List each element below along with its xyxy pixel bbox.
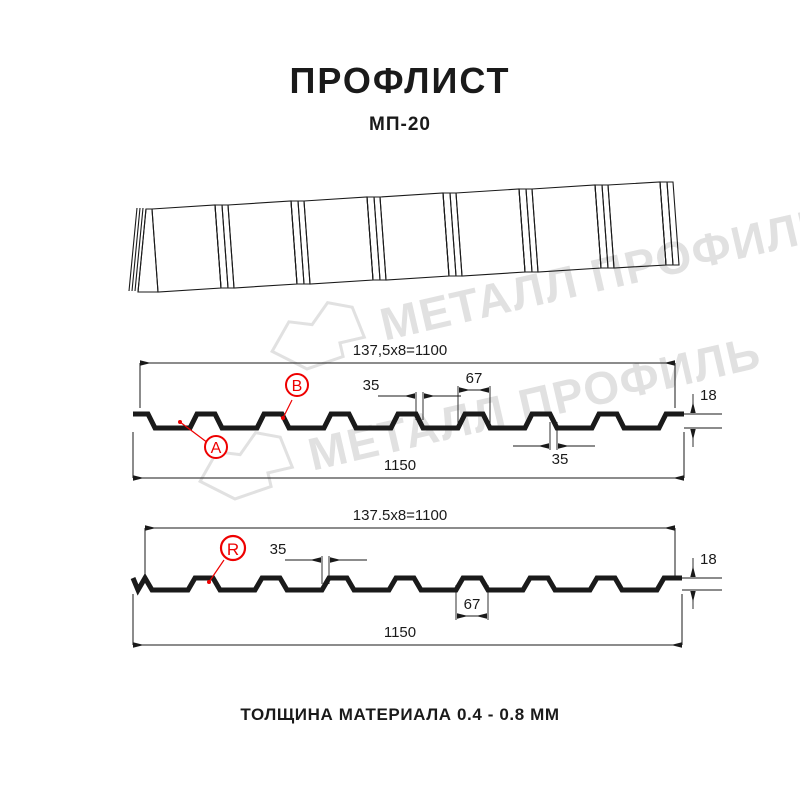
material-thickness-note: ТОЛЩИНА МАТЕРИАЛА 0.4 - 0.8 ММ bbox=[240, 705, 560, 724]
callout-r-label: R bbox=[227, 540, 239, 559]
title-block: ПРОФЛИСТ МП-20 bbox=[0, 62, 800, 136]
dim-label-pitch-total-bottom: 137.5x8=1100 bbox=[353, 507, 447, 524]
dim-overall-width-top bbox=[132, 432, 685, 481]
dim-label-rib-width-bottom: 35 bbox=[270, 541, 287, 558]
dim-height-bottom bbox=[664, 558, 722, 609]
dim-label-valley-width-bottom: 67 bbox=[464, 596, 481, 613]
dim-label-overall-width-bottom: 1150 bbox=[384, 624, 416, 641]
watermark-logo-icon-2 bbox=[198, 430, 295, 501]
isometric-view bbox=[128, 181, 680, 293]
dim-label-rib-width-top-lower: 35 bbox=[552, 451, 569, 468]
dim-label-height-bottom: 18 bbox=[700, 551, 717, 568]
dim-rib-width-top bbox=[378, 392, 461, 420]
dim-rib-width-top-lower bbox=[513, 422, 595, 450]
callout-a: A bbox=[178, 420, 228, 459]
callout-r: R bbox=[207, 534, 247, 584]
watermark: МЕТАЛЛ ПРОФИЛЬ МЕТАЛЛ ПРОФИЛЬ bbox=[198, 196, 800, 501]
dim-valley-width-top bbox=[457, 386, 491, 425]
dim-height-top bbox=[666, 394, 722, 447]
dim-pitch-total-bottom bbox=[144, 525, 676, 578]
sheet-edge-thickness bbox=[128, 207, 147, 293]
dim-label-rib-width-top: 35 bbox=[363, 377, 380, 394]
section-bottom: 137.5x8=1100 35 67 bbox=[130, 507, 722, 648]
dim-label-overall-width-top: 1150 bbox=[384, 457, 416, 474]
profile-outline-top bbox=[133, 411, 684, 431]
callout-b-label: B bbox=[292, 378, 303, 395]
watermark-logo-icon bbox=[270, 300, 367, 371]
dim-overall-width-bottom bbox=[132, 594, 683, 648]
dim-pitch-total-top bbox=[139, 360, 676, 408]
dim-label-pitch-total-top: 137,5x8=1100 bbox=[353, 342, 447, 359]
callout-a-label: A bbox=[211, 440, 222, 457]
isometric-ribs bbox=[137, 181, 680, 293]
page-title: ПРОФЛИСТ bbox=[289, 60, 511, 101]
callout-b: B bbox=[281, 373, 309, 420]
profile-outline-bottom bbox=[130, 573, 682, 596]
watermark-text-top: МЕТАЛЛ ПРОФИЛЬ bbox=[375, 196, 800, 351]
dim-rib-width-bottom bbox=[285, 556, 367, 584]
dim-valley-width-bottom bbox=[455, 585, 489, 620]
section-top: 137,5x8=1100 35 67 bbox=[132, 342, 722, 481]
dim-label-height-top: 18 bbox=[700, 387, 717, 404]
model-designation: МП-20 bbox=[369, 113, 431, 135]
dim-label-valley-width-top: 67 bbox=[466, 370, 483, 387]
